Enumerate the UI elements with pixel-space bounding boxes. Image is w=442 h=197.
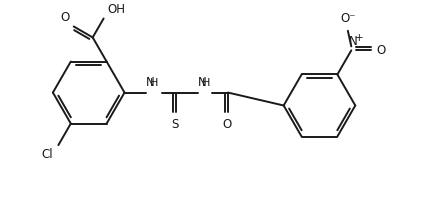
Text: H: H bbox=[150, 78, 159, 88]
Text: Cl: Cl bbox=[42, 148, 53, 161]
Text: H: H bbox=[202, 78, 210, 88]
Text: O: O bbox=[222, 118, 232, 131]
Text: OH: OH bbox=[107, 4, 126, 17]
Text: O⁻: O⁻ bbox=[340, 12, 356, 25]
Text: S: S bbox=[171, 118, 179, 131]
Text: N: N bbox=[349, 35, 358, 48]
Text: N: N bbox=[198, 76, 206, 89]
Text: N: N bbox=[146, 76, 155, 89]
Text: +: + bbox=[355, 33, 364, 43]
Text: O: O bbox=[61, 11, 70, 24]
Text: O: O bbox=[376, 44, 385, 57]
